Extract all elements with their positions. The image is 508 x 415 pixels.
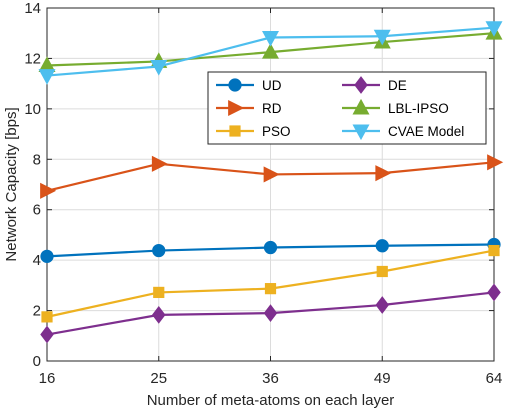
legend: UD RD PSO DE LBL-IPSO CVAE Model: [207, 71, 487, 145]
legend-entry-rd: RD: [216, 99, 282, 117]
legend-marker-cvae-model: [352, 124, 370, 141]
data-point-rd: [40, 182, 57, 199]
axis-ticks: 16 25 36 49 64 0 2 4 6 8 10 12 14: [24, 0, 502, 387]
series-de: [40, 283, 501, 344]
x-tick-label: 16: [39, 370, 56, 387]
y-tick-label: 12: [24, 50, 41, 67]
legend-marker-lbl-ipso: [352, 98, 370, 115]
data-point-ud: [40, 249, 54, 263]
legend-marker-ud: [228, 78, 242, 92]
legend-entry-de: DE: [342, 76, 407, 94]
data-point-rd: [151, 155, 168, 172]
data-point-ud: [375, 239, 389, 253]
y-tick-label: 0: [33, 353, 41, 370]
data-point-cvae-model: [150, 60, 168, 76]
x-tick-label: 36: [262, 370, 279, 387]
y-tick-label: 6: [33, 202, 41, 219]
data-point-cvae-model: [262, 31, 279, 47]
x-tick-label: 49: [374, 370, 391, 387]
data-point-cvae-model: [38, 69, 56, 85]
legend-label-cvae-model: CVAE Model: [388, 124, 464, 139]
data-point-rd: [375, 165, 392, 182]
legend-label-de: DE: [388, 78, 407, 93]
data-point-de: [487, 283, 501, 302]
data-point-pso: [488, 244, 500, 257]
y-tick-label: 8: [33, 151, 41, 168]
data-point-lbl-ipso: [262, 43, 279, 59]
data-point-de: [263, 304, 278, 322]
series-cvae-model: [38, 21, 503, 85]
data-point-de: [375, 296, 389, 314]
legend-marker-rd: [228, 99, 245, 117]
legend-entry-pso: PSO: [216, 124, 291, 139]
legend-entry-cvae-model: CVAE Model: [342, 124, 464, 141]
y-tick-label: 10: [24, 101, 41, 118]
data-point-pso: [153, 286, 165, 299]
y-tick-label: 4: [33, 252, 41, 269]
data-point-ud: [152, 243, 166, 258]
legend-label-rd: RD: [262, 101, 282, 116]
y-tick-label: 2: [33, 303, 41, 320]
series-group: [38, 21, 504, 344]
legend-marker-de: [354, 76, 368, 94]
data-point-pso: [264, 283, 277, 295]
legend-entry-ud: UD: [216, 78, 282, 93]
legend-label-ud: UD: [262, 78, 282, 93]
legend-entry-lbl-ipso: LBL-IPSO: [342, 98, 449, 116]
series-ud: [40, 237, 501, 263]
data-point-de: [40, 325, 54, 344]
x-tick-label: 25: [150, 370, 167, 387]
data-point-rd: [263, 166, 280, 183]
x-axis-title: Number of meta-atoms on each layer: [147, 392, 395, 409]
data-point-pso: [376, 265, 388, 278]
x-tick-label: 64: [486, 370, 503, 387]
data-point-ud: [263, 240, 278, 255]
data-point-cvae-model: [373, 29, 391, 46]
data-point-de: [152, 305, 166, 324]
data-point-rd: [487, 154, 504, 171]
legend-label-lbl-ipso: LBL-IPSO: [388, 101, 449, 116]
data-point-cvae-model: [485, 21, 503, 37]
y-tick-label: 14: [24, 0, 41, 17]
series-rd: [40, 154, 504, 199]
legend-marker-pso: [229, 125, 241, 137]
series-pso: [41, 244, 500, 323]
y-axis-title: Network Capacity [bps]: [3, 107, 20, 261]
data-point-pso: [41, 311, 53, 323]
legend-label-pso: PSO: [262, 124, 291, 139]
